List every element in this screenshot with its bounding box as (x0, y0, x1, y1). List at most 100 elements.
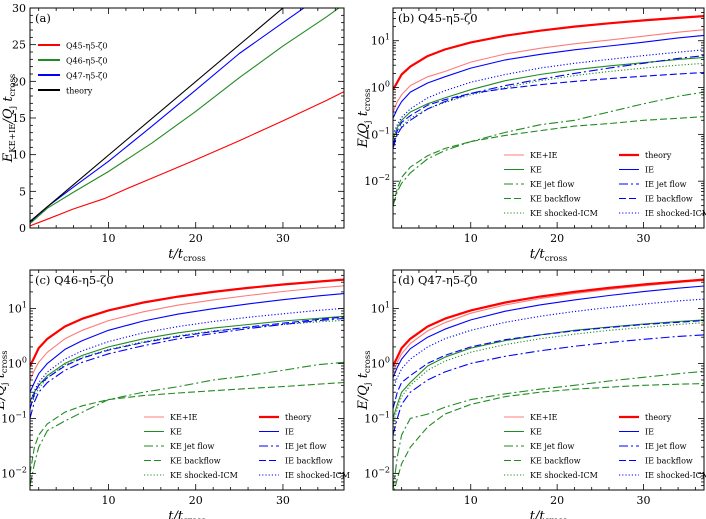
legend-item: IE jet flow (259, 442, 327, 451)
y-tick-label: 10−1 (364, 126, 390, 141)
legend-item: KE jet flow (504, 180, 574, 189)
legend-label: theory (645, 413, 672, 422)
legend-label: KE+IE (530, 413, 558, 422)
panel-label: (a) (35, 11, 51, 25)
legend-item: KE backflow (504, 195, 581, 204)
legend-label: IE shocked-ICM (645, 209, 706, 218)
legend-item: Q47-η5-ζ0 (38, 72, 107, 81)
legend-item: KE backflow (144, 457, 221, 466)
legend-label: KE jet flow (530, 442, 574, 451)
series-line-ie-shocked-icm (393, 298, 704, 389)
legend-item: Q45-η5-ζ0 (38, 42, 107, 51)
series-line-ke (393, 56, 704, 140)
legend-label: KE shocked-ICM (530, 471, 598, 480)
y-tick-label: 10 (12, 149, 26, 162)
series-line-ke-backflow (393, 383, 704, 490)
series-line-ke-ie (393, 279, 704, 373)
series-line-theory (30, 8, 284, 222)
series-group (393, 15, 704, 206)
legend: KE+IE KE KE jet flow KE backflow KE shocked-… (504, 151, 706, 218)
legend-item: KE (504, 166, 542, 175)
legend-item: Q46-η5-ζ0 (38, 57, 107, 66)
y-tick-label: 10−2 (364, 465, 390, 480)
legend: Q45-η5-ζ0 Q46-η5-ζ0 Q47-η5-ζ0 theory (38, 42, 107, 96)
legend-label: KE (170, 428, 182, 437)
legend-label: IE backflow (645, 195, 693, 204)
x-tick-label: 20 (550, 232, 564, 245)
legend-label: Q46-η5-ζ0 (66, 57, 107, 66)
y-tick-label: 101 (371, 33, 390, 48)
y-axis-label: E/Qj tcross (356, 88, 373, 148)
x-tick-label: 20 (550, 494, 564, 507)
legend-item: KE jet flow (504, 442, 574, 451)
series-line-ie-jet-flow (30, 317, 344, 419)
x-tick-label: 30 (276, 494, 290, 507)
legend-label: IE shocked-ICM (285, 471, 350, 480)
legend-label: Q45-η5-ζ0 (66, 42, 107, 51)
legend-label: KE backflow (530, 195, 581, 204)
series-line-theory (30, 278, 344, 367)
series-line-ke-shocked-icm (30, 319, 344, 409)
series-line-ke (30, 315, 344, 403)
legend-item: theory (619, 151, 672, 160)
series-line-q45-5-0 (30, 91, 344, 227)
legend: KE+IE KE KE jet flow KE backflow KE shocked-… (504, 413, 706, 480)
x-tick-label: 30 (637, 494, 651, 507)
y-tick-label: 0 (19, 222, 26, 235)
x-axis-label: t/tcross (168, 509, 206, 519)
x-tick-label: 20 (189, 232, 203, 245)
legend-label: theory (645, 151, 672, 160)
legend-label: KE+IE (170, 413, 198, 422)
legend-label: IE jet flow (285, 442, 327, 451)
panel-label: (b) Q45-η5-ζ0 (398, 11, 478, 25)
y-tick-label: 100 (371, 80, 390, 95)
series-line-ie (393, 34, 704, 119)
y-tick-label: 101 (8, 300, 27, 315)
legend-label: KE jet flow (530, 180, 574, 189)
series-group (30, 8, 344, 227)
x-tick-label: 30 (276, 232, 290, 245)
legend-label: IE backflow (645, 457, 693, 466)
series-group (393, 278, 704, 490)
legend-item: KE shocked-ICM (504, 209, 598, 218)
x-tick-label: 30 (637, 232, 651, 245)
legend-label: KE (530, 428, 542, 437)
series-line-ke-backflow (393, 116, 704, 206)
legend-label: IE jet flow (645, 442, 687, 451)
legend-label: IE (645, 166, 654, 175)
y-axis-label: EKE+IE/Qj tcross (1, 74, 18, 163)
series-line-ke-ie (30, 285, 344, 381)
legend-item: theory (619, 413, 672, 422)
series-line-ke-shocked-icm (393, 62, 704, 145)
y-tick-label: 100 (371, 355, 390, 370)
plot-frame (392, 7, 705, 229)
legend-item: KE+IE (144, 413, 198, 422)
x-axis-label: t/tcross (530, 247, 568, 264)
x-tick-label: 10 (464, 232, 478, 245)
series-line-ke-jet-flow (393, 370, 704, 490)
y-tick-label: 10−2 (1, 465, 27, 480)
y-tick-label: 100 (8, 355, 27, 370)
series-line-q47-5-0 (30, 8, 305, 223)
y-tick-label: 10−2 (364, 173, 390, 188)
legend-label: KE (530, 166, 542, 175)
x-tick-label: 10 (102, 494, 116, 507)
y-tick-label: 101 (371, 300, 390, 315)
y-tick-label: 10−1 (364, 410, 390, 425)
legend-item: KE+IE (504, 413, 558, 422)
panel-a: 10 20 30 0 5 10 15 20 25 30 (a) t/tcross EKE+IE/Qj t… (1, 2, 345, 264)
legend: KE+IE KE KE jet flow KE backflow KE shocked-… (144, 413, 350, 480)
series-line-ke-backflow (30, 381, 344, 474)
legend-label: KE backflow (170, 457, 221, 466)
y-tick-label: 30 (12, 2, 26, 15)
legend-item: KE backflow (504, 457, 581, 466)
y-tick-label: 20 (12, 75, 26, 88)
y-tick-label: 5 (19, 185, 26, 198)
panel-d: 10 20 30 10−2 10−1 100 101 (d) Q47-η5-ζ0 t/tcros… (356, 269, 706, 519)
legend-label: KE jet flow (170, 442, 214, 451)
y-axis-label: E/Qj tcross (356, 350, 373, 410)
legend-item: KE (504, 428, 542, 437)
y-tick-label: 25 (12, 39, 26, 52)
y-tick-label: 10−1 (1, 410, 27, 425)
